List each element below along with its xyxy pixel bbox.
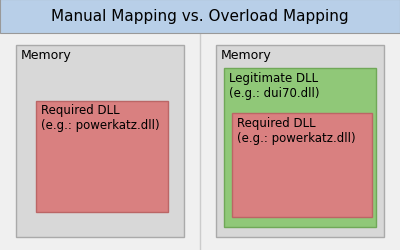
FancyBboxPatch shape [232,114,372,218]
FancyBboxPatch shape [16,46,184,237]
FancyBboxPatch shape [0,0,400,34]
Text: Required DLL
(e.g.: powerkatz.dll): Required DLL (e.g.: powerkatz.dll) [237,116,356,144]
Text: Required DLL
(e.g.: powerkatz.dll): Required DLL (e.g.: powerkatz.dll) [41,104,160,132]
FancyBboxPatch shape [224,69,376,228]
FancyBboxPatch shape [216,46,384,237]
Text: Memory: Memory [221,49,272,62]
FancyBboxPatch shape [36,101,168,212]
Text: Memory: Memory [21,49,72,62]
Text: Legitimate DLL
(e.g.: dui70.dll): Legitimate DLL (e.g.: dui70.dll) [229,71,319,99]
Text: Manual Mapping vs. Overload Mapping: Manual Mapping vs. Overload Mapping [51,10,349,24]
